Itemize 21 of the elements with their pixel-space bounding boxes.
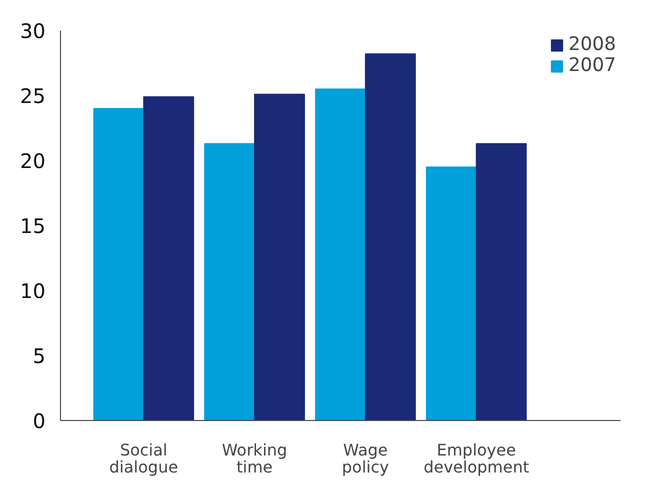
y-tick-label: 0 xyxy=(32,409,46,433)
bar xyxy=(93,108,144,420)
bar xyxy=(476,143,527,420)
x-tick-label: Social dialogue xyxy=(109,440,178,477)
legend-label: 2008 xyxy=(568,34,616,55)
x-tick-label: Wage policy xyxy=(342,440,390,477)
bar xyxy=(204,143,256,420)
y-tick-label: 30 xyxy=(20,19,46,43)
bar xyxy=(315,88,366,420)
bar xyxy=(143,96,194,420)
bar xyxy=(364,53,416,420)
legend-label: 2007 xyxy=(568,55,616,76)
x-tick-label: Employee development xyxy=(424,440,530,477)
y-tick-label: 5 xyxy=(32,344,46,368)
bar xyxy=(254,94,305,420)
x-tick-label: Working time xyxy=(222,440,288,477)
y-tick-label: 25 xyxy=(20,84,46,108)
bar xyxy=(426,166,477,420)
y-tick-label: 20 xyxy=(20,149,46,173)
y-tick-label: 10 xyxy=(20,279,46,303)
y-tick-label: 15 xyxy=(20,214,46,238)
